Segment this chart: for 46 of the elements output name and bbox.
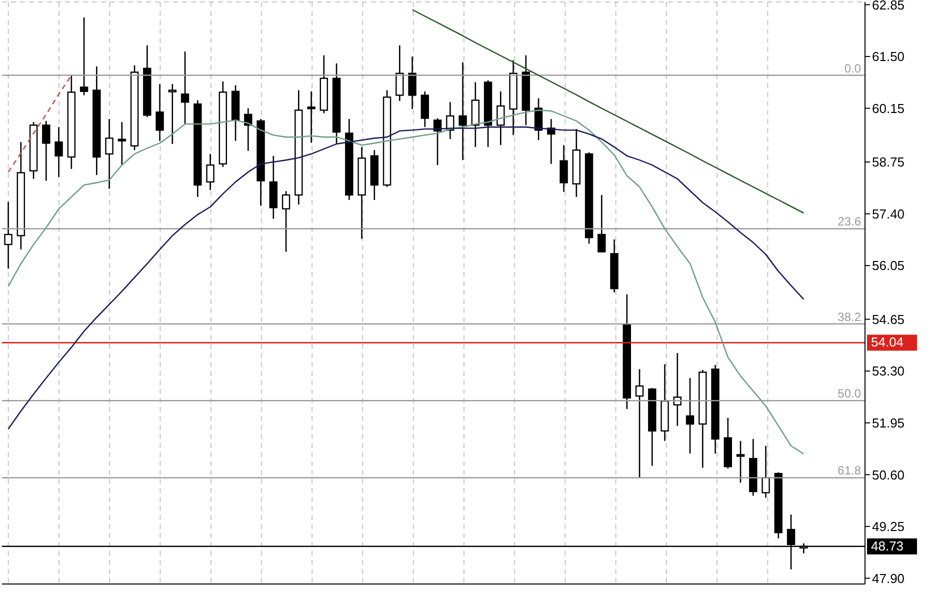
- y-tick-label: 57.40: [872, 206, 905, 222]
- y-tick-label: 49.25: [872, 519, 905, 534]
- candlestick: [42, 120, 50, 182]
- candlestick: [496, 90, 505, 146]
- y-tick-label: 54.65: [872, 312, 905, 327]
- candlestick: [598, 194, 606, 254]
- ref-line-label: 48.73: [871, 538, 904, 554]
- candlestick: [54, 126, 63, 178]
- candlestick: [206, 153, 214, 191]
- y-tick-label: 51.95: [872, 415, 905, 430]
- y-tick-label: 58.75: [872, 154, 905, 170]
- y-tick-label: 53.30: [872, 364, 905, 379]
- candlestick: [635, 368, 644, 478]
- annotation: 61.8: [838, 464, 862, 478]
- candlestick: [4, 201, 12, 270]
- candlestick: [105, 118, 114, 190]
- candlestick: [686, 377, 694, 454]
- candlestick: [80, 16, 88, 96]
- candlestick: [180, 50, 190, 125]
- y-tick-label: 50.60: [872, 467, 905, 482]
- candlestick: [396, 44, 404, 102]
- candlestick: [244, 108, 252, 152]
- candlestick: [433, 118, 442, 166]
- line-series: [412, 9, 804, 214]
- candlestick: [762, 445, 770, 498]
- candlestick: [420, 90, 429, 128]
- candlestick: [458, 62, 467, 161]
- annotation: 38.2: [838, 310, 862, 324]
- annotation: 50.0: [838, 386, 862, 401]
- y-tick-label: 61.50: [872, 49, 905, 64]
- candlestick: [408, 56, 416, 110]
- candlestick: [307, 90, 316, 144]
- candlestick: [118, 121, 126, 166]
- ref-line-label: 54.04: [871, 334, 904, 350]
- candlestick: [156, 83, 164, 142]
- y-tick-label: 47.90: [872, 570, 905, 586]
- candlestick: [736, 440, 745, 484]
- y-tick-label: 62.85: [872, 0, 905, 12]
- line-series: [8, 74, 72, 173]
- annotation: 0.0: [844, 61, 862, 76]
- y-tick-label: 60.15: [872, 100, 905, 116]
- y-tick-label: 56.05: [872, 258, 905, 274]
- candlestick: [282, 190, 290, 252]
- annotation: 23.6: [838, 214, 862, 229]
- candlestick: [560, 144, 568, 193]
- candlestick: [168, 83, 176, 145]
